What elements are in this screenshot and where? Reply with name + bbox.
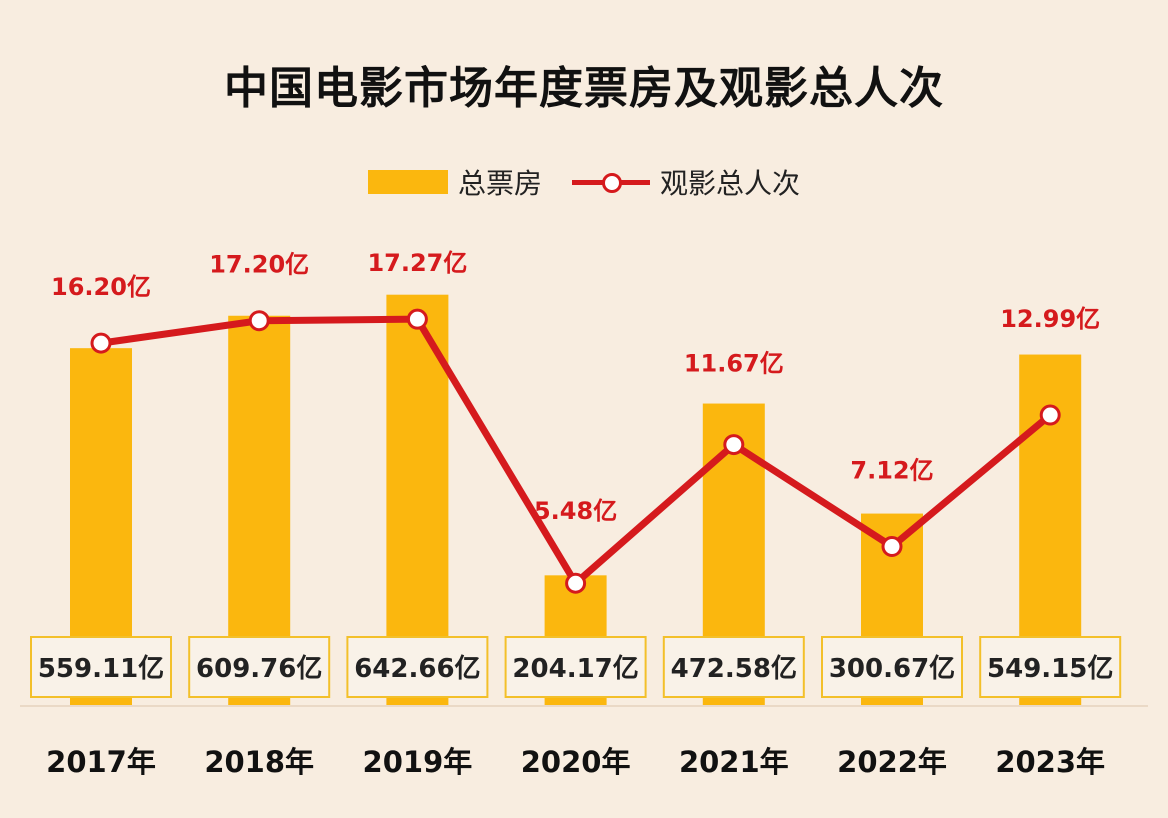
bar-label-box-4	[662, 636, 805, 698]
legend-line-swatch	[572, 170, 650, 194]
x-tick-label-2: 2019年	[363, 745, 473, 779]
bar-label-box-1	[188, 636, 331, 698]
legend-label-attendance: 观影总人次	[660, 167, 801, 200]
x-tick-label-5: 2022年	[837, 745, 947, 779]
bar-label-1: 609.76亿	[196, 654, 322, 684]
x-tick-label-4: 2021年	[679, 745, 789, 779]
attendance-label-3: 5.48亿	[534, 497, 617, 525]
bar-label-3: 204.17亿	[512, 654, 638, 684]
bar-label-box-5	[821, 636, 963, 698]
attendance-point-6	[1039, 404, 1061, 426]
attendance-point-1	[248, 310, 270, 332]
legend-item-attendance: 观影总人次	[572, 162, 800, 202]
attendance-label-6: 12.99亿	[1000, 305, 1100, 333]
attendance-label-2: 17.27亿	[367, 249, 467, 277]
x-tick-label-1: 2018年	[204, 745, 314, 779]
attendance-point-0	[90, 332, 112, 354]
bar-label-6: 549.15亿	[987, 654, 1113, 684]
bar-label-0: 559.11亿	[38, 654, 164, 684]
chart-title: 中国电影市场年度票房及观影总人次	[224, 63, 944, 114]
attendance-point-2	[406, 308, 428, 330]
bar-label-2: 642.66亿	[354, 654, 480, 684]
bar-label-4: 472.58亿	[671, 654, 797, 684]
x-tick-label-6: 2023年	[995, 745, 1105, 779]
attendance-point-5	[881, 536, 903, 558]
bar-label-box-0	[30, 636, 172, 698]
attendance-label-4: 11.67亿	[684, 350, 784, 378]
attendance-label-1: 17.20亿	[209, 251, 309, 279]
legend-bar-swatch	[367, 170, 448, 194]
x-tick-label-0: 2017年	[46, 745, 156, 779]
bar-label-box-3	[504, 636, 647, 698]
attendance-point-3	[565, 572, 587, 594]
attendance-point-4	[723, 434, 745, 456]
attendance-label-5: 7.12亿	[850, 457, 933, 485]
chart-legend: 总票房 观影总人次	[0, 162, 1168, 202]
legend-label-box-office: 总票房	[457, 167, 542, 200]
bar-label-5: 300.67亿	[829, 654, 955, 684]
x-tick-label-3: 2020年	[521, 745, 631, 779]
legend-item-box-office: 总票房	[367, 162, 542, 202]
bar-label-box-2	[346, 636, 489, 698]
bar-label-box-6	[979, 636, 1122, 698]
attendance-label-0: 16.20亿	[51, 273, 151, 301]
